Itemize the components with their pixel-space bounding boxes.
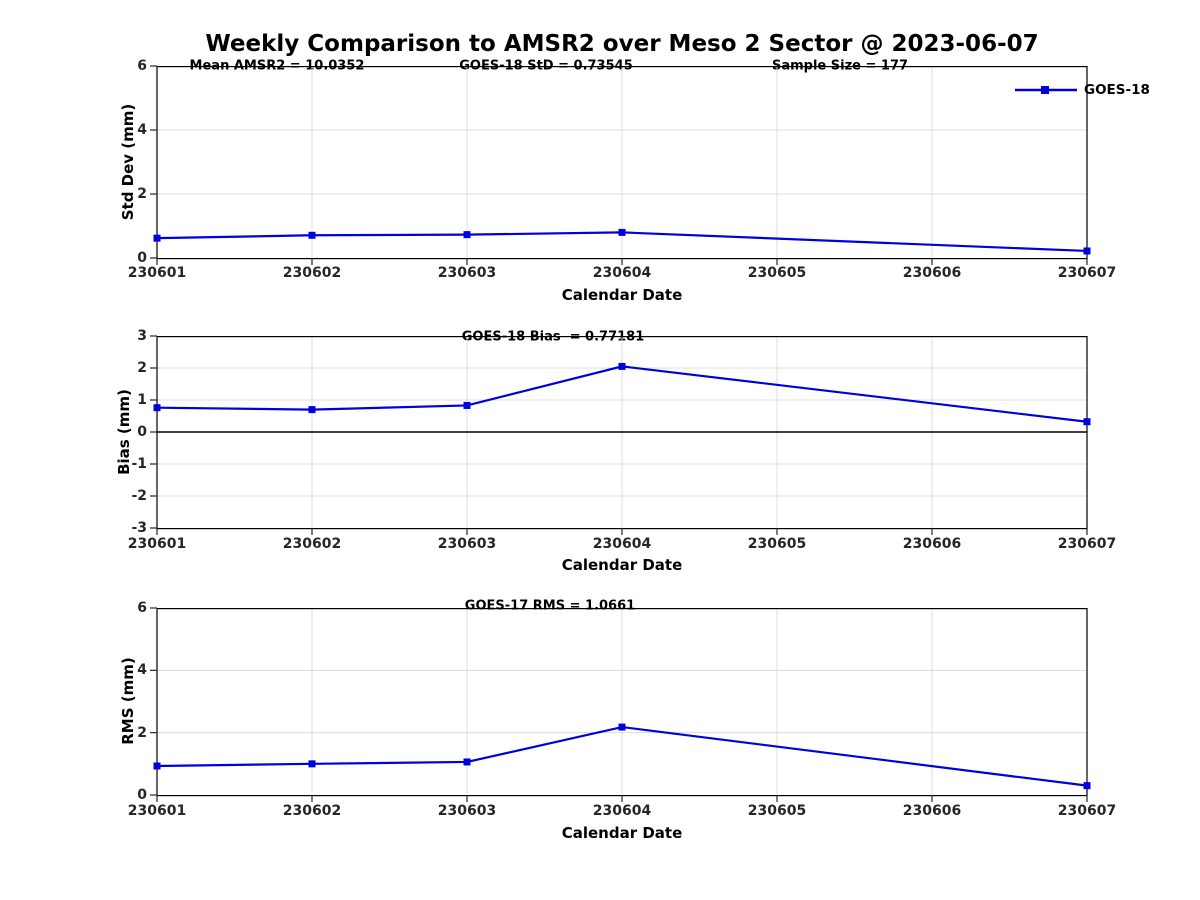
y-tick-label: -3 <box>131 520 147 536</box>
data-point-marker <box>1083 418 1091 426</box>
legend-line-swatch <box>1015 86 1077 94</box>
x-tick-label: 230601 <box>127 803 187 819</box>
data-point-marker <box>153 762 161 770</box>
data-point-marker <box>308 231 316 239</box>
y-tick-label: -2 <box>131 488 147 504</box>
data-point-marker <box>463 758 471 766</box>
x-tick-label: 230603 <box>437 265 497 281</box>
data-point-marker <box>618 362 626 370</box>
x-tick-label: 230606 <box>902 536 962 552</box>
y-tick-label: 3 <box>137 328 147 344</box>
x-tick-label: 230606 <box>902 803 962 819</box>
data-point-marker <box>153 404 161 412</box>
x-tick-label: 230602 <box>282 803 342 819</box>
data-point-marker <box>308 406 316 414</box>
x-tick-label: 230607 <box>1057 803 1117 819</box>
xlabel-calendar-date-1: Calendar Date <box>561 286 683 304</box>
y-tick-label: -1 <box>131 456 147 472</box>
data-point-marker <box>463 401 471 409</box>
data-point-marker <box>618 228 626 236</box>
x-tick-label: 230603 <box>437 536 497 552</box>
x-tick-label: 230602 <box>282 265 342 281</box>
x-tick-label: 230604 <box>592 265 652 281</box>
y-tick-label: 2 <box>137 724 147 741</box>
data-point-marker <box>308 760 316 768</box>
data-point-marker <box>1083 782 1091 790</box>
x-tick-label: 230604 <box>592 803 652 819</box>
x-tick-label: 230605 <box>747 536 807 552</box>
chart-title: Weekly Comparison to AMSR2 over Meso 2 S… <box>205 31 1039 57</box>
x-tick-label: 230605 <box>747 803 807 819</box>
y-tick-label: 2 <box>137 360 147 376</box>
annotation-goes17-rms: GOES-17 RMS = 1.0661 <box>461 598 639 614</box>
subplot-rms <box>150 607 1091 802</box>
y-tick-label: 0 <box>137 424 147 440</box>
y-tick-label: 4 <box>137 662 147 679</box>
x-tick-label: 230605 <box>747 265 807 281</box>
subplot-bias <box>150 335 1091 535</box>
data-point-marker <box>153 234 161 242</box>
y-tick-label: 4 <box>137 122 147 138</box>
x-tick-label: 230606 <box>902 265 962 281</box>
y-tick-label: 1 <box>137 392 147 408</box>
y-tick-label: 0 <box>137 787 147 803</box>
x-tick-label: 230604 <box>592 536 652 552</box>
data-point-marker <box>463 231 471 239</box>
x-tick-label: 230607 <box>1057 536 1117 552</box>
y-tick-label: 2 <box>137 186 147 202</box>
x-tick-label: 230607 <box>1057 265 1117 281</box>
legend-label: GOES-18 <box>1084 82 1150 98</box>
xlabel-calendar-date-2: Calendar Date <box>561 556 683 574</box>
ylabel-bias: Bias (mm) <box>115 389 133 475</box>
ylabel-std-dev: Std Dev (mm) <box>119 103 137 221</box>
x-tick-label: 230601 <box>127 265 187 281</box>
x-tick-label: 230601 <box>127 536 187 552</box>
data-point-marker <box>618 723 626 731</box>
ylabel-rms: RMS (mm) <box>119 657 137 745</box>
x-tick-label: 230602 <box>282 536 342 552</box>
xlabel-calendar-date-3: Calendar Date <box>561 824 683 842</box>
y-tick-label: 6 <box>137 58 147 74</box>
data-point-marker <box>1083 247 1091 255</box>
y-tick-label: 6 <box>137 600 147 616</box>
y-tick-label: 0 <box>137 250 147 266</box>
x-tick-label: 230603 <box>437 803 497 819</box>
subplot-std-dev <box>150 65 1091 265</box>
